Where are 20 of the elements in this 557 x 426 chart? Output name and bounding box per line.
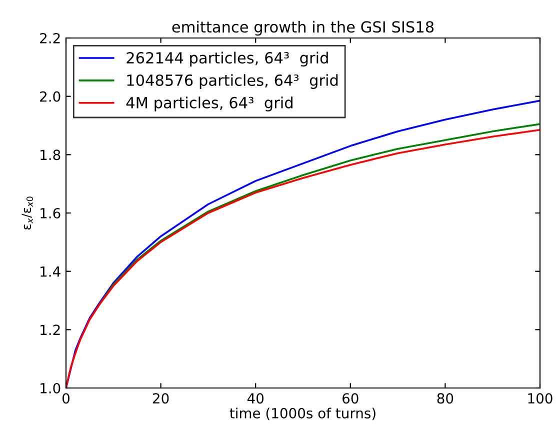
line-series <box>88 123 540 320</box>
x-tick-label: 80 <box>437 393 454 404</box>
y-tick-label: 1.0 <box>40 382 60 394</box>
legend-label: 262144 particles, 64³ grid <box>126 52 328 67</box>
y-tick-label: 1.2 <box>40 324 60 335</box>
x-tick-label: 40 <box>247 393 264 404</box>
x-axis-title: time (1000s of turns) <box>230 408 376 420</box>
x-tick-label: 100 <box>528 393 552 404</box>
x-tick-label: 0 <box>62 393 70 404</box>
y-axis-title: ε$_{x}$/ε$_{x0}$ <box>22 196 34 230</box>
y-tick-label: 1.6 <box>40 208 60 218</box>
x-tick-label: 20 <box>152 393 169 404</box>
chart-title: emittance growth in the GSI SIS18 <box>172 20 434 36</box>
legend-label: 4M particles, 64³ grid <box>126 96 292 112</box>
y-tick-label: 1.4 <box>40 266 60 277</box>
legend-label: 1048576 particles, 64³ grid <box>127 74 338 89</box>
y-tick-label: 2.2 <box>40 32 60 44</box>
x-tick-label: 60 <box>342 393 358 404</box>
y-tick-label: 1.8 <box>40 150 60 160</box>
y-tick-label: 2.0 <box>40 91 60 102</box>
